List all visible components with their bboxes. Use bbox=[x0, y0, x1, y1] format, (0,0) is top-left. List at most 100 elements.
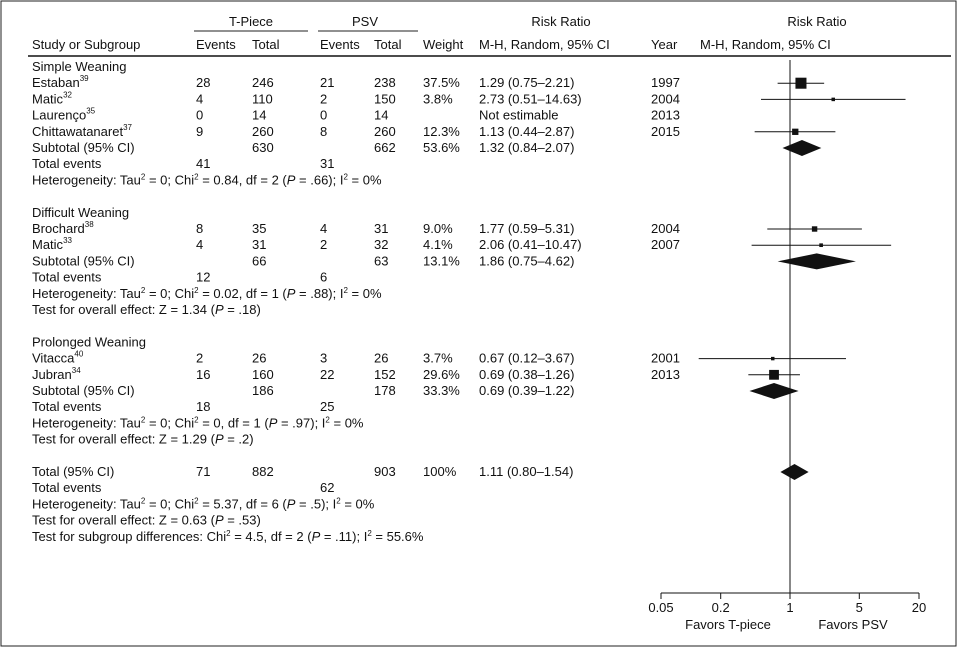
x-axis-tick-label: 1 bbox=[786, 600, 793, 615]
subtotal-label: Subtotal (95% CI) bbox=[32, 140, 135, 155]
total-events-label: Total events bbox=[32, 480, 102, 495]
psv-total-events: 31 bbox=[320, 156, 334, 171]
plot-area: 0.05 0.2 1 5 20 Favors T-piece Favors PSV bbox=[648, 60, 926, 632]
subtotal-weight: 33.3% bbox=[423, 383, 460, 398]
study-name: Laurenço35 bbox=[32, 107, 96, 123]
psv-total: 152 bbox=[374, 367, 396, 382]
study-name: Brochard38 bbox=[32, 220, 94, 236]
study-name: Vitacca40 bbox=[32, 350, 84, 366]
study-point-estimate bbox=[831, 97, 836, 102]
subtotal-tpiece-total: 186 bbox=[252, 383, 274, 398]
tpiece-total: 14 bbox=[252, 108, 266, 123]
subtotal-label: Subtotal (95% CI) bbox=[32, 383, 135, 398]
total-events-label: Total events bbox=[32, 399, 102, 414]
study-point-estimate bbox=[795, 77, 807, 89]
psv-total: 31 bbox=[374, 221, 388, 236]
study-risk-ratio: 2.06 (0.41–10.47) bbox=[479, 237, 582, 252]
heterogeneity-text: Heterogeneity: Tau2 = 0; Chi2 = 0, df = … bbox=[32, 415, 364, 430]
heterogeneity-text: Heterogeneity: Tau2 = 0; Chi2 = 0.84, df… bbox=[32, 172, 382, 187]
total-events-label: Total events bbox=[32, 270, 102, 285]
psv-events: 0 bbox=[320, 108, 327, 123]
header-risk-ratio: Risk Ratio bbox=[531, 14, 590, 29]
study-year: 2015 bbox=[651, 124, 680, 139]
study-name: Estaban39 bbox=[32, 74, 89, 90]
total-label: Total (95% CI) bbox=[32, 464, 114, 479]
study-name: Jubran34 bbox=[32, 366, 81, 382]
tpiece-events: 0 bbox=[196, 108, 203, 123]
psv-total: 32 bbox=[374, 237, 388, 252]
tpiece-events: 9 bbox=[196, 124, 203, 139]
psv-total-events: 6 bbox=[320, 270, 327, 285]
study-point-estimate bbox=[792, 128, 799, 135]
study-weight: 3.8% bbox=[423, 91, 453, 106]
psv-events: 2 bbox=[320, 237, 327, 252]
subtotal-diamond bbox=[782, 140, 822, 156]
subtotal-psv-total: 178 bbox=[374, 383, 396, 398]
study-risk-ratio: 1.29 (0.75–2.21) bbox=[479, 75, 574, 90]
study-year: 2013 bbox=[651, 367, 680, 382]
study-weight: 29.6% bbox=[423, 367, 460, 382]
study-year: 2004 bbox=[651, 91, 680, 106]
tpiece-total: 35 bbox=[252, 221, 266, 236]
study-name: Chittawatanaret37 bbox=[32, 123, 133, 139]
total-weight: 100% bbox=[423, 464, 457, 479]
subgroup-title: Simple Weaning bbox=[32, 59, 126, 74]
study-year: 2001 bbox=[651, 351, 680, 366]
total-events-label: Total events bbox=[32, 156, 102, 171]
study-weight: 4.1% bbox=[423, 237, 453, 252]
subtotal-tpiece-total: 630 bbox=[252, 140, 274, 155]
subtotal-tpiece-total: 66 bbox=[252, 253, 266, 268]
x-axis-tick-label: 20 bbox=[912, 600, 926, 615]
tpiece-total-events: 18 bbox=[196, 399, 210, 414]
subtotal-weight: 13.1% bbox=[423, 253, 460, 268]
subgroup-title: Prolonged Weaning bbox=[32, 334, 146, 349]
x-axis-tick-label: 0.2 bbox=[712, 600, 730, 615]
header-psv: PSV bbox=[352, 14, 378, 29]
overall-effect-text: Test for overall effect: Z = 1.29 (P = .… bbox=[32, 432, 254, 447]
psv-events: 3 bbox=[320, 351, 327, 366]
study-year: 2013 bbox=[651, 108, 680, 123]
subtotal-risk-ratio: 1.32 (0.84–2.07) bbox=[479, 140, 574, 155]
tpiece-events: 4 bbox=[196, 237, 203, 252]
tpiece-total-events: 41 bbox=[196, 156, 210, 171]
psv-events: 4 bbox=[320, 221, 327, 236]
study-point-estimate bbox=[771, 356, 775, 361]
study-name: Matic33 bbox=[32, 236, 73, 252]
study-risk-ratio: 0.67 (0.12–3.67) bbox=[479, 351, 574, 366]
tpiece-events: 4 bbox=[196, 91, 203, 106]
total-diamond bbox=[780, 464, 809, 480]
heterogeneity-text: Heterogeneity: Tau2 = 0; Chi2 = 0.02, df… bbox=[32, 286, 382, 301]
subgroup-difference-text: Test for subgroup differences: Chi2 = 4.… bbox=[32, 529, 424, 544]
psv-events: 21 bbox=[320, 75, 334, 90]
study-point-estimate bbox=[769, 369, 779, 380]
psv-events: 22 bbox=[320, 367, 334, 382]
psv-total: 150 bbox=[374, 91, 396, 106]
study-weight: 3.7% bbox=[423, 351, 453, 366]
header-events-1: Events bbox=[196, 37, 236, 52]
header-weight: Weight bbox=[423, 37, 464, 52]
tpiece-total: 160 bbox=[252, 367, 274, 382]
header-risk-ratio-plot: Risk Ratio bbox=[787, 14, 846, 29]
study-year: 2004 bbox=[651, 221, 680, 236]
total-tpiece-events: 71 bbox=[196, 464, 210, 479]
header-total-2: Total bbox=[374, 37, 402, 52]
header-events-2: Events bbox=[320, 37, 360, 52]
subtotal-risk-ratio: 0.69 (0.39–1.22) bbox=[479, 383, 574, 398]
x-axis-tick-label: 0.05 bbox=[648, 600, 673, 615]
subgroup-title: Difficult Weaning bbox=[32, 205, 129, 220]
header-method-plot: M-H, Random, 95% CI bbox=[700, 37, 831, 52]
psv-events: 8 bbox=[320, 124, 327, 139]
total-psv-total: 903 bbox=[374, 464, 396, 479]
header-year: Year bbox=[651, 37, 678, 52]
total-tpiece-total: 882 bbox=[252, 464, 274, 479]
study-weight: 12.3% bbox=[423, 124, 460, 139]
study-risk-ratio: 0.69 (0.38–1.26) bbox=[479, 367, 574, 382]
tpiece-total-events: 12 bbox=[196, 270, 210, 285]
subtotal-weight: 53.6% bbox=[423, 140, 460, 155]
header-tpiece: T-Piece bbox=[229, 14, 273, 29]
study-year: 2007 bbox=[651, 237, 680, 252]
study-risk-ratio: 1.77 (0.59–5.31) bbox=[479, 221, 574, 236]
